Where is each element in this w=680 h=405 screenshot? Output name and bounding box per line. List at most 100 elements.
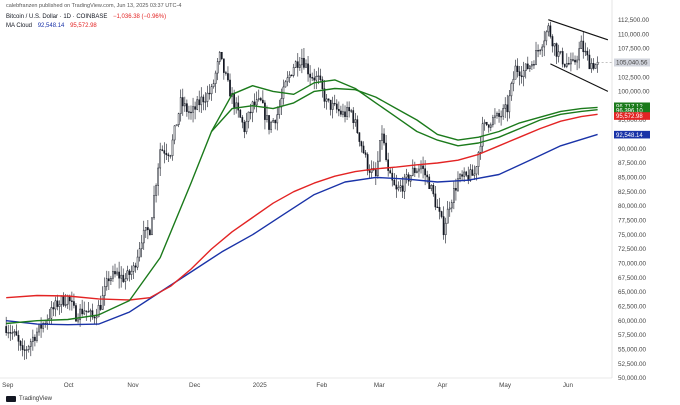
symbol-label[interactable]: Bitcoin / U.S. Dollar · 1D · COINBASE xyxy=(6,14,108,20)
y-tick-label: 77,500.00 xyxy=(618,218,647,225)
x-tick-label: Feb xyxy=(316,382,327,389)
candle-up xyxy=(473,173,476,176)
y-tick-label: 55,000.00 xyxy=(618,347,647,354)
candle-up xyxy=(305,63,307,68)
candle-down xyxy=(253,101,256,106)
candle-up xyxy=(500,115,502,118)
candle-up xyxy=(11,332,14,334)
ma-value-red: 95,572.98 xyxy=(70,23,97,29)
candle-down xyxy=(303,57,305,68)
candle-up xyxy=(559,51,562,53)
candle-down xyxy=(362,145,365,154)
candle-up xyxy=(512,78,515,84)
candle-down xyxy=(520,75,523,78)
x-tick-label: Sep xyxy=(2,382,14,389)
candle-down xyxy=(17,335,20,342)
price-change: −1,036.38 (−0.96%) xyxy=(113,14,167,20)
candle-up xyxy=(553,43,556,47)
candle-down xyxy=(262,99,264,104)
candle-up xyxy=(342,111,344,115)
candle-up xyxy=(278,106,281,115)
candle-up xyxy=(101,295,104,310)
candle-up xyxy=(105,278,108,287)
candle-down xyxy=(461,174,463,177)
candle-up xyxy=(457,178,459,191)
candle-up xyxy=(218,51,221,62)
candle-up xyxy=(288,74,291,79)
candle-up xyxy=(276,114,279,124)
candle-down xyxy=(223,58,225,73)
candle-down xyxy=(366,154,369,171)
candle-up xyxy=(159,149,162,169)
candle-down xyxy=(395,184,398,190)
candle-down xyxy=(313,77,316,81)
candle-down xyxy=(592,63,595,69)
candle-down xyxy=(391,172,394,181)
candle-down xyxy=(335,103,338,110)
candle-down xyxy=(229,79,231,97)
candle-down xyxy=(340,110,342,115)
candle-down xyxy=(438,207,441,212)
candle-up xyxy=(103,286,106,296)
candle-down xyxy=(128,270,131,275)
y-tick-label: 82,500.00 xyxy=(618,189,647,196)
candle-up xyxy=(381,133,383,141)
candle-down xyxy=(9,332,12,334)
candle-down xyxy=(15,331,18,336)
candle-up xyxy=(444,222,447,236)
y-tick-label: 87,500.00 xyxy=(618,160,647,167)
candle-up xyxy=(496,113,498,117)
tradingview-brand: TradingView xyxy=(19,396,53,402)
candle-up xyxy=(124,278,127,282)
candle-up xyxy=(216,61,219,74)
candle-down xyxy=(516,65,519,72)
candle-up xyxy=(409,175,412,182)
candle-up xyxy=(171,139,174,156)
candle-down xyxy=(442,216,445,236)
candle-down xyxy=(327,98,330,101)
candle-up xyxy=(38,323,40,333)
last-price-tag xyxy=(614,58,650,67)
channel-upper-line xyxy=(548,19,609,41)
indicator-name[interactable]: MA Cloud xyxy=(6,23,33,29)
candle-up xyxy=(66,295,69,305)
candle-up xyxy=(453,188,455,203)
candle-down xyxy=(165,153,168,156)
candle-down xyxy=(114,271,116,275)
candle-up xyxy=(270,121,272,130)
candle-down xyxy=(274,120,277,124)
candle-up xyxy=(430,185,433,189)
tradingview-logo[interactable]: TradingView xyxy=(6,396,52,402)
candle-down xyxy=(243,121,246,133)
candle-up xyxy=(153,195,155,219)
candle-up xyxy=(411,167,414,176)
candle-down xyxy=(163,150,166,154)
y-tick-label: 100,000.00 xyxy=(618,89,650,96)
candle-up xyxy=(298,64,301,68)
candle-up xyxy=(97,304,100,318)
candle-up xyxy=(590,63,593,70)
y-tick-label: 110,000.00 xyxy=(618,31,650,38)
sma200-line xyxy=(6,133,598,326)
candle-down xyxy=(393,179,396,186)
ma-value-tag xyxy=(614,106,650,115)
candle-up xyxy=(183,103,186,107)
symbol-legend: Bitcoin / U.S. Dollar · 1D · COINBASE −1… xyxy=(6,13,170,21)
candle-up xyxy=(257,98,260,100)
candle-down xyxy=(387,159,389,171)
candle-down xyxy=(19,341,22,346)
candle-up xyxy=(54,300,57,310)
candle-up xyxy=(77,319,79,322)
y-tick-label: 50,000.00 xyxy=(618,375,647,382)
y-tick-label: 65,000.00 xyxy=(618,289,647,296)
y-tick-label: 102,500.00 xyxy=(618,74,650,81)
candle-up xyxy=(315,75,318,81)
candle-down xyxy=(99,304,102,310)
candle-down xyxy=(424,168,426,176)
candle-up xyxy=(266,115,268,120)
candle-up xyxy=(286,77,289,83)
ma-value-tag xyxy=(614,112,650,120)
candle-down xyxy=(268,115,270,130)
ma-value-tag-label: 95,572.98 xyxy=(616,114,643,120)
